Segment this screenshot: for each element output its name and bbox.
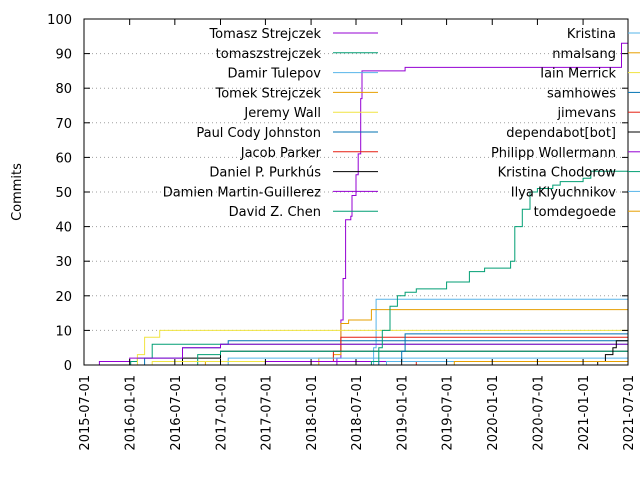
series-line-9	[95, 343, 628, 366]
x-tick-label: 2015-07-01	[78, 375, 93, 451]
legend-label: Kristina Chodorow	[498, 166, 617, 181]
y-tick-label: 70	[55, 117, 72, 132]
legend-label: Philipp Wollermann	[491, 146, 616, 161]
x-tick-label: 2018-07-01	[350, 375, 365, 451]
legend-label: Tomek Strejczek	[214, 86, 321, 101]
x-tick-label: 2017-07-01	[259, 375, 274, 451]
series-line-14	[371, 333, 628, 366]
y-tick-label: 50	[55, 186, 72, 201]
legend-label: nmalsang	[552, 47, 616, 62]
y-tick-label: 20	[55, 290, 72, 305]
series-line-1	[325, 42, 628, 366]
series-line-15	[401, 361, 628, 366]
legend-label: dependabot[bot]	[506, 126, 616, 141]
legend-label: Daniel P. Purkhús	[209, 166, 321, 181]
series-line-17	[258, 361, 628, 366]
x-tick-label: 2019-01-01	[396, 375, 411, 451]
y-tick-label: 80	[55, 82, 72, 97]
x-tick-label: 2017-01-01	[214, 375, 229, 451]
x-tick-label: 2021-01-01	[577, 375, 592, 451]
x-tick-label: 2016-01-01	[124, 375, 139, 451]
legend-label: tomdegoede	[534, 205, 616, 220]
legend-label: Tomasz Strejczek	[208, 27, 321, 42]
legend: Tomasz Strejczek tomaszstrejczek Damir Tul…	[163, 27, 640, 220]
series-line-5	[129, 329, 628, 366]
legend-label: Damien Martin-Guillerez	[163, 185, 321, 200]
series-line-16	[583, 340, 628, 366]
y-tick-label: 0	[64, 359, 72, 374]
legend-label: Ilya Klyuchnikov	[511, 185, 617, 200]
y-tick-label: 90	[55, 48, 72, 63]
y-tick-label: 30	[55, 255, 72, 270]
x-tick-label: 2016-07-01	[169, 375, 184, 451]
y-tick-label: 40	[55, 221, 72, 236]
legend-label: tomaszstrejczek	[216, 47, 322, 62]
legend-label: Iain Merrick	[540, 67, 616, 82]
x-axis-ticks: 2015-07-01 2016-01-01 2016-07-01 2017-01-01…	[78, 19, 637, 451]
y-tick-label: 10	[55, 324, 72, 339]
y-axis-ticks: 0 10 20 30 40 50 60 70 80 90 100	[47, 13, 628, 374]
legend-label: Kristina	[567, 27, 616, 42]
x-tick-label: 2020-01-01	[486, 375, 501, 451]
legend-label: jimevans	[556, 106, 616, 121]
legend-label: Jeremy Wall	[243, 106, 321, 121]
legend-label: Damir Tulepov	[228, 67, 322, 82]
x-tick-label: 2020-07-01	[531, 375, 546, 451]
y-tick-label: 100	[47, 13, 72, 28]
series-line-12	[197, 361, 628, 366]
legend-label: Jacob Parker	[240, 146, 322, 161]
x-tick-label: 2021-07-01	[622, 375, 637, 451]
legend-label: David Z. Chen	[229, 205, 321, 220]
legend-label: samhowes	[547, 86, 616, 101]
x-tick-label: 2019-07-01	[441, 375, 456, 451]
legend-label: Paul Cody Johnston	[196, 126, 321, 141]
y-tick-label: 60	[55, 151, 72, 166]
x-tick-label: 2018-01-01	[305, 375, 320, 451]
series-line-18	[363, 170, 628, 366]
y-axis-label: Commits	[10, 163, 25, 221]
